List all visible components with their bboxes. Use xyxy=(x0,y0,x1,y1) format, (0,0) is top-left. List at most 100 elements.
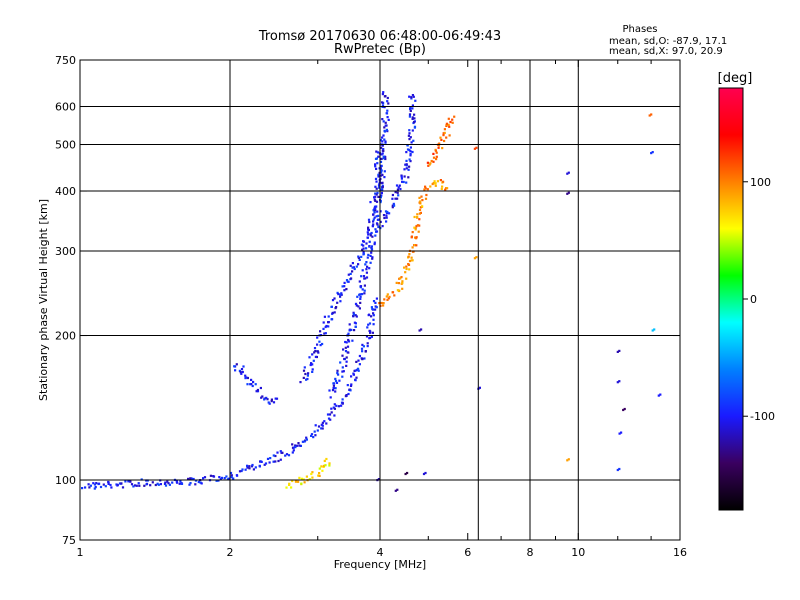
data-point xyxy=(305,378,308,381)
data-point xyxy=(416,213,419,216)
data-point xyxy=(227,477,231,480)
data-point xyxy=(566,459,569,462)
data-point xyxy=(440,138,443,141)
data-point xyxy=(89,484,92,487)
data-point xyxy=(164,481,167,484)
data-point xyxy=(395,281,398,284)
data-point xyxy=(383,155,386,158)
data-point xyxy=(308,478,311,481)
data-point xyxy=(350,383,353,386)
data-point xyxy=(566,192,569,195)
data-point xyxy=(398,184,401,187)
data-point xyxy=(140,478,143,481)
data-point xyxy=(360,275,363,278)
data-point xyxy=(321,342,324,346)
data-point xyxy=(130,483,134,486)
data-point xyxy=(424,197,428,200)
data-point xyxy=(366,256,369,259)
data-point xyxy=(317,474,320,477)
data-point xyxy=(93,487,96,490)
data-point xyxy=(98,482,101,485)
data-point xyxy=(435,155,438,158)
data-point xyxy=(361,350,364,353)
stats-line-x: mean, sd,X: 97.0, 20.9 xyxy=(609,46,723,57)
data-point xyxy=(322,321,325,324)
data-point xyxy=(379,139,382,142)
axis-ticks: 1 2 4 6 8 10 16 75 100 200 300 400 500 600 750 xyxy=(55,54,687,559)
data-point xyxy=(405,265,408,268)
data-point xyxy=(393,204,396,207)
data-point xyxy=(375,150,378,153)
x-tick-label: 6 xyxy=(464,546,471,559)
data-point xyxy=(473,147,476,150)
data-point xyxy=(429,162,432,165)
data-point xyxy=(367,218,371,221)
data-point xyxy=(361,293,364,296)
data-point xyxy=(409,160,412,163)
data-point xyxy=(441,185,444,188)
data-point xyxy=(347,273,350,276)
data-point xyxy=(362,247,365,250)
data-point xyxy=(374,209,377,212)
data-point xyxy=(392,202,395,205)
y-tick-label: 75 xyxy=(62,534,76,547)
x-tick-label: 10 xyxy=(571,546,585,559)
data-point xyxy=(368,240,371,243)
data-point xyxy=(368,245,371,248)
data-point xyxy=(411,129,414,132)
data-point xyxy=(408,138,411,141)
data-point xyxy=(380,157,383,160)
data-point xyxy=(264,462,268,465)
data-point xyxy=(360,255,363,258)
data-point xyxy=(373,207,376,210)
data-point xyxy=(369,330,372,333)
data-point xyxy=(383,298,386,301)
data-point xyxy=(418,208,422,211)
data-point xyxy=(341,401,344,404)
data-point xyxy=(376,151,380,154)
data-point xyxy=(386,293,389,296)
data-point xyxy=(268,461,271,464)
data-point xyxy=(344,350,348,353)
data-point xyxy=(371,235,374,238)
data-point xyxy=(385,124,388,127)
stats-line-o: mean, sd,O: -87.9, 17.1 xyxy=(609,36,727,47)
data-point xyxy=(341,375,344,378)
data-point xyxy=(651,151,654,154)
data-point xyxy=(335,381,339,384)
data-point xyxy=(249,383,252,386)
data-point xyxy=(323,459,326,462)
data-point xyxy=(157,483,160,486)
data-point xyxy=(396,289,399,292)
data-point xyxy=(650,113,653,116)
data-point xyxy=(342,370,345,373)
data-point xyxy=(281,451,284,454)
data-point xyxy=(383,130,386,133)
data-point xyxy=(276,451,279,454)
data-point xyxy=(415,225,418,228)
data-point xyxy=(252,380,255,384)
data-point xyxy=(239,371,242,374)
data-point xyxy=(323,420,326,423)
data-point xyxy=(385,112,389,115)
data-point xyxy=(345,341,348,344)
data-point xyxy=(266,398,269,401)
data-point xyxy=(209,474,212,477)
data-point xyxy=(352,311,355,314)
data-point xyxy=(449,120,452,124)
data-point xyxy=(291,451,294,454)
data-point xyxy=(337,373,340,376)
data-point xyxy=(381,93,384,96)
data-point xyxy=(274,460,277,463)
data-point xyxy=(354,379,357,382)
data-point xyxy=(420,328,423,331)
data-point xyxy=(361,288,364,291)
data-point xyxy=(387,102,390,105)
data-point xyxy=(352,266,355,269)
data-point xyxy=(410,96,413,99)
data-point xyxy=(248,467,251,470)
data-point xyxy=(238,369,241,372)
data-point xyxy=(432,152,435,155)
data-point xyxy=(418,329,421,332)
data-point xyxy=(269,457,272,460)
